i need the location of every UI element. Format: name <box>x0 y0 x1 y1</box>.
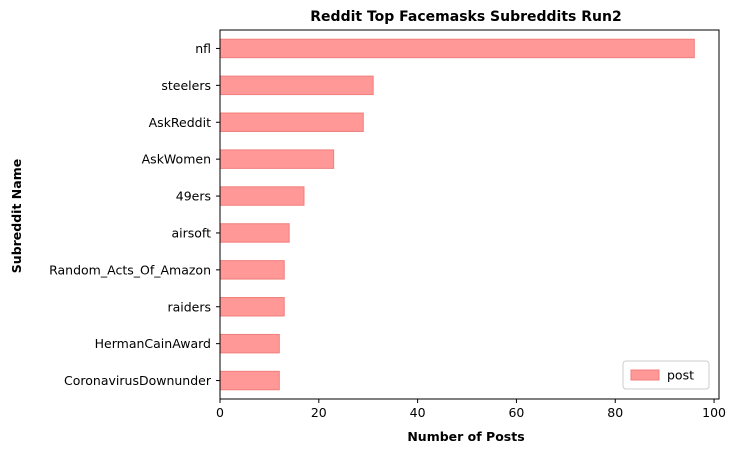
bar <box>219 149 335 169</box>
x-tick-label: 0 <box>216 405 224 420</box>
x-tick-label: 40 <box>410 405 426 420</box>
bar <box>219 38 695 59</box>
bar <box>219 112 364 132</box>
y-tick-label: nfl <box>195 41 211 56</box>
plot-area: nfl steelers AskReddit AskWomen 49ers airsoft… <box>49 29 726 420</box>
bar <box>219 297 285 317</box>
y-tick-label: raiders <box>167 299 211 314</box>
y-tick-label: AskReddit <box>149 115 211 130</box>
bar <box>219 370 280 391</box>
y-tick-label: AskWomen <box>142 152 211 167</box>
y-axis-label: Subreddit Name <box>9 159 24 273</box>
bar <box>219 186 305 206</box>
y-tick-label: 49ers <box>176 189 211 204</box>
bar <box>219 260 285 280</box>
x-tick-label: 60 <box>508 405 524 420</box>
bar <box>219 333 280 354</box>
chart-title: Reddit Top Facemasks Subreddits Run2 <box>310 9 621 25</box>
y-tick-label: Random_Acts_Of_Amazon <box>49 262 211 277</box>
legend-swatch <box>630 369 660 381</box>
x-tick-label: 20 <box>311 405 327 420</box>
y-tick-label: airsoft <box>171 225 211 240</box>
legend-box <box>622 360 710 390</box>
y-tick-label: steelers <box>161 78 211 93</box>
bar <box>219 75 374 96</box>
bar <box>219 223 290 243</box>
y-tick-label: HermanCainAward <box>95 336 211 351</box>
y-tick-label: CoronavirusDownunder <box>64 373 212 388</box>
legend: post <box>622 360 710 390</box>
x-tick-label: 80 <box>607 405 623 420</box>
legend-label: post <box>667 368 694 383</box>
plot-frame <box>219 29 720 400</box>
x-axis-label: Number of Posts <box>407 429 524 444</box>
x-tick-label: 100 <box>702 405 726 420</box>
